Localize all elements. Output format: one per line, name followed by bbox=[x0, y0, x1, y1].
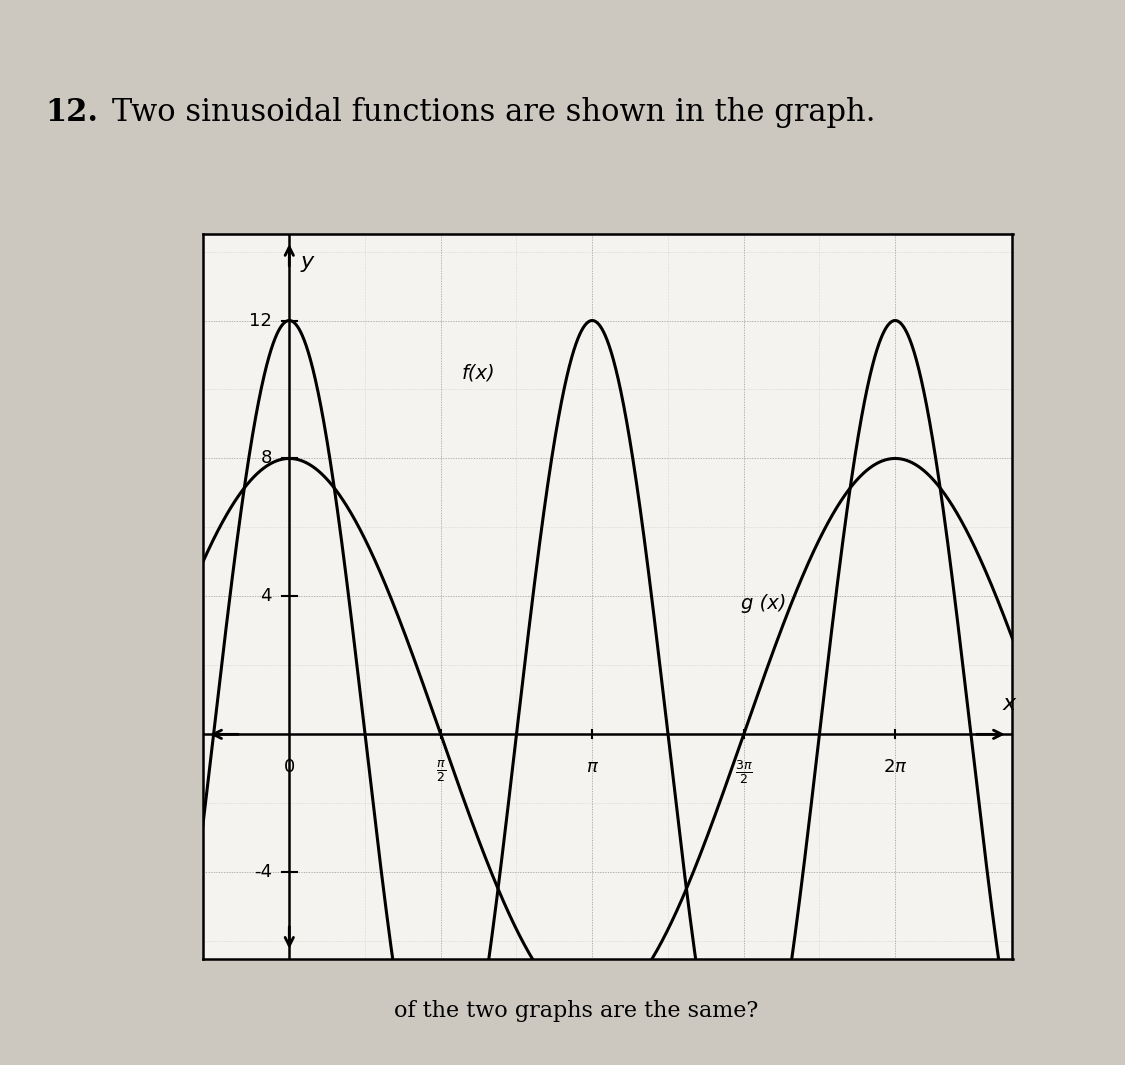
Text: of the two graphs are the same?: of the two graphs are the same? bbox=[394, 1000, 758, 1022]
Text: Two sinusoidal functions are shown in the graph.: Two sinusoidal functions are shown in th… bbox=[112, 97, 876, 128]
Text: x: x bbox=[1002, 693, 1016, 714]
Text: $\frac{\pi}{2}$: $\frac{\pi}{2}$ bbox=[435, 758, 446, 784]
Text: 0: 0 bbox=[284, 758, 295, 776]
Text: $\pi$: $\pi$ bbox=[586, 758, 598, 776]
Text: $2\pi$: $2\pi$ bbox=[883, 758, 908, 776]
Text: y: y bbox=[300, 251, 314, 272]
Text: 12: 12 bbox=[249, 312, 272, 329]
Text: g (x): g (x) bbox=[740, 594, 786, 612]
Text: 4: 4 bbox=[260, 588, 272, 605]
Text: $\frac{3\pi}{2}$: $\frac{3\pi}{2}$ bbox=[735, 758, 753, 786]
Text: -4: -4 bbox=[254, 864, 272, 881]
Text: 12.: 12. bbox=[45, 97, 98, 128]
Text: f(x): f(x) bbox=[462, 363, 496, 382]
Text: 8: 8 bbox=[261, 449, 272, 468]
